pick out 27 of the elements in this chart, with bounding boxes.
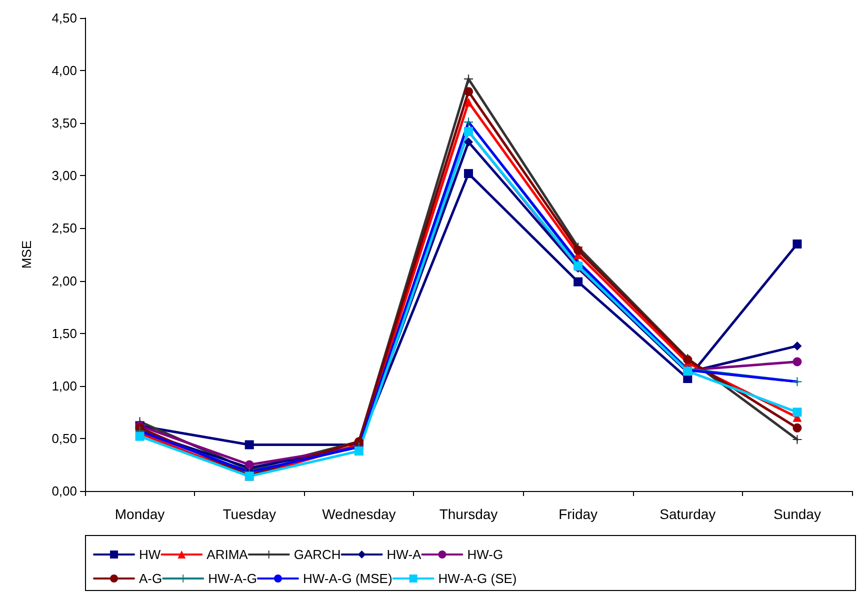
legend-label: HW-A-G (MSE) xyxy=(302,571,392,586)
legend-label: HW xyxy=(139,547,162,562)
y-axis-title: MSE xyxy=(19,240,34,269)
y-tick-label: 1,50 xyxy=(52,326,77,341)
y-tick-label: 0,50 xyxy=(52,430,77,446)
y-tick-label: 4,00 xyxy=(52,63,77,78)
legend-label: ARIMA xyxy=(206,547,248,562)
y-tick-label: 3,00 xyxy=(52,168,77,184)
x-tick-label: Sunday xyxy=(773,506,821,522)
y-tick-label: 1,00 xyxy=(52,378,77,394)
x-tick-label: Wednesday xyxy=(322,506,396,522)
y-tick-label: 3,50 xyxy=(52,116,77,131)
legend-label: HW-A xyxy=(386,547,422,562)
x-tick-label: Saturday xyxy=(660,506,716,522)
legend-label: HW-G xyxy=(467,547,504,562)
x-tick-label: Monday xyxy=(114,506,165,522)
y-tick-label: 2,50 xyxy=(52,220,77,236)
x-tick-label: Friday xyxy=(558,506,598,522)
legend-label: HW-A-G xyxy=(208,571,257,586)
legend-label: A-G xyxy=(139,571,162,586)
x-tick-label: Thursday xyxy=(439,506,498,522)
y-tick-label: 0,00 xyxy=(52,484,77,498)
legend-label: GARCH xyxy=(294,547,341,562)
y-tick-label: 4,50 xyxy=(52,10,77,26)
y-tick-label: 2,00 xyxy=(52,273,77,288)
legend-label: HW-A-G (SE) xyxy=(438,571,517,586)
x-tick-label: Tuesday xyxy=(222,506,276,522)
